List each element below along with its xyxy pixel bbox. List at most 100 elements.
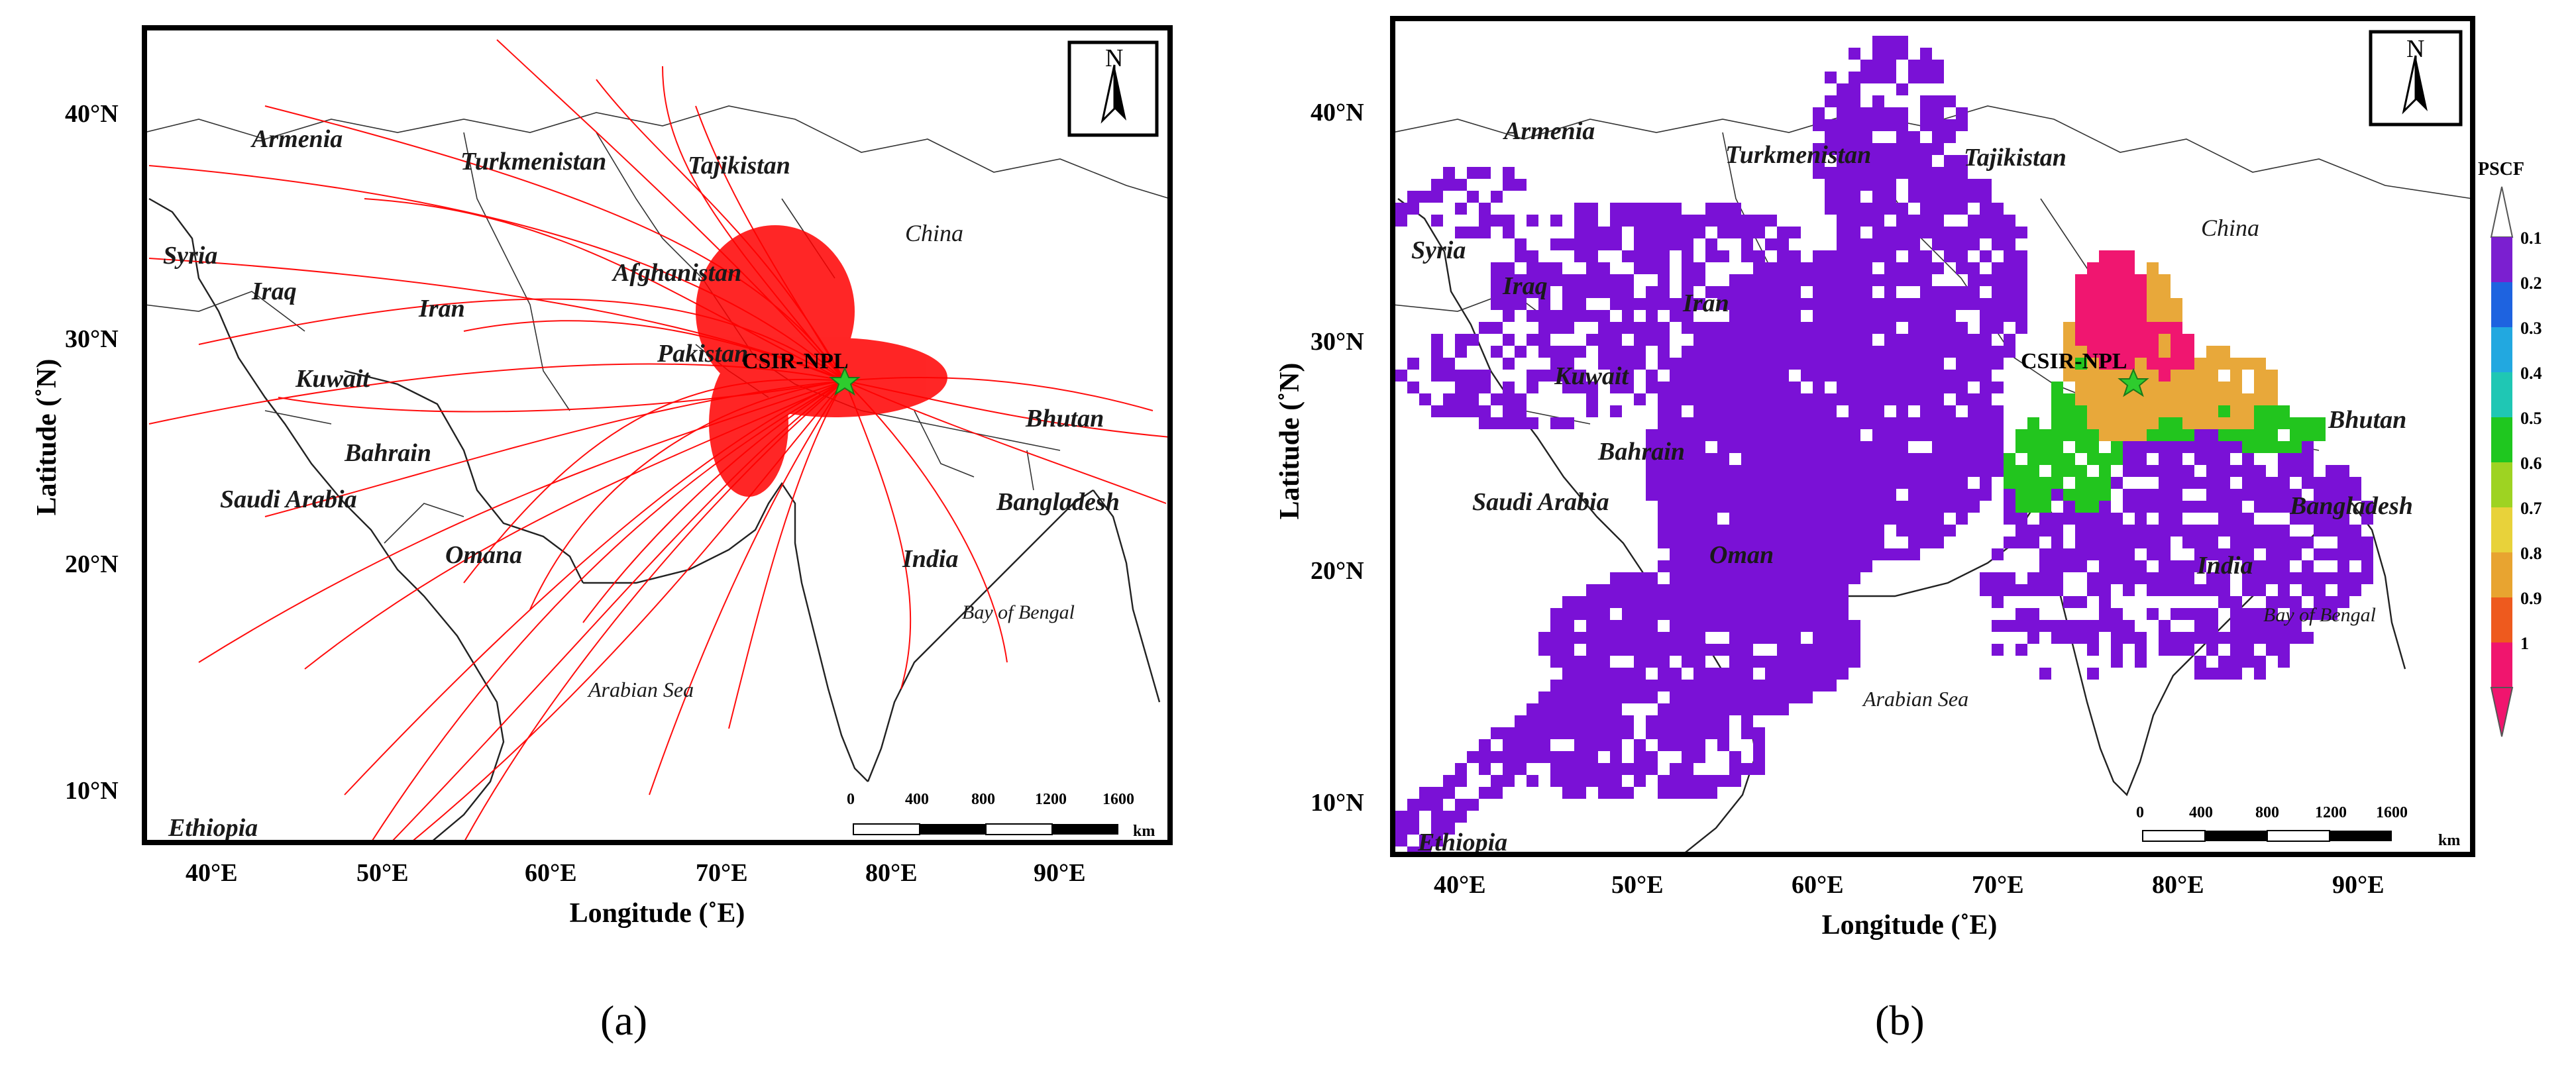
pscf-cell [1789,441,1801,453]
pscf-cell [1789,346,1801,358]
trajectory-line [463,380,845,843]
pscf-cell [1932,358,1944,370]
pscf-cell [2075,465,2087,477]
pscf-cell [1693,274,1705,286]
pscf-cell [1956,286,1968,298]
pscf-cell [1944,250,1956,262]
pscf-cell [1872,119,1884,131]
pscf-cell [1693,441,1705,453]
pscf-cell [1598,727,1610,739]
pscf-cell [1753,477,1765,489]
pscf-cell [1813,572,1825,584]
pscf-cell [2278,620,2290,632]
pscf-cell [1705,238,1717,250]
pscf-cell [1968,334,1980,346]
pscf-cell [2206,393,2218,405]
x-tick: 70°E [1972,871,2024,899]
pscf-cell [1312,882,1324,894]
pscf-cell [1837,584,1849,596]
pscf-cell [1538,691,1550,703]
pscf-cell [1395,203,1407,215]
pscf-cell [2194,620,2206,632]
pscf-cell [1658,608,1670,620]
pscf-cell [2337,501,2349,513]
pscf-cell [2147,274,2159,286]
pscf-cell [2194,668,2206,680]
pscf-cell [2242,572,2254,584]
pscf-cell [1622,596,1634,608]
label-india-b: India [2196,552,2253,580]
pscf-cell [1670,715,1682,727]
pscf-cell [2314,572,2326,584]
pscf-cell [1610,596,1622,608]
pscf-cell [2159,513,2171,525]
pscf-cell [1992,346,2004,358]
pscf-cell [1825,203,1837,215]
pscf-cell [2099,286,2111,298]
pscf-cell [1515,763,1527,775]
pscf-cell [1467,227,1479,238]
pscf-cell [2171,441,2182,453]
pscf-cell [1837,370,1849,382]
pscf-cell [2039,513,2051,525]
pscf-cell [1801,358,1813,370]
pscf-cell [1729,274,1741,286]
pscf-cell [1693,608,1705,620]
pscf-cell [1741,382,1753,393]
pscf-cell [1860,119,1872,131]
pscf-cell [1646,596,1658,608]
pscf-cell [1646,286,1658,298]
pscf-cell [1646,441,1658,453]
pscf-cell [1932,322,1944,334]
pscf-cell [1789,310,1801,322]
pscf-cell [1479,167,1491,179]
pscf-cell [2123,322,2135,334]
pscf-cell [1944,167,1956,179]
pscf-cell [2075,358,2087,370]
pscf-cell [1884,489,1896,501]
station-marker-a [829,366,861,396]
pscf-cell [1825,143,1837,155]
label-pakistan: Pakistan [657,340,748,368]
pscf-cell [2063,501,2075,513]
colorbar-swatch [2491,237,2512,282]
pscf-cell [1896,167,1908,179]
pscf-cell [1467,370,1479,382]
pscf-cell [1801,596,1813,608]
pscf-cell [1789,644,1801,656]
pscf-cell [1658,584,1670,596]
pscf-cell [2111,620,2123,632]
pscf-cell [1598,346,1610,358]
pscf-cell [1789,417,1801,429]
pscf-cell [1753,548,1765,560]
pscf-cell [2123,250,2135,262]
pscf-cell [1443,811,1455,823]
pscf-cell [1622,310,1634,322]
pscf-cell [2075,310,2087,322]
pscf-cell [1717,370,1729,382]
pscf-cell [1610,298,1622,310]
pscf-cell [1443,179,1455,191]
pscf-cell [1753,322,1765,334]
pscf-cell [1920,48,1932,60]
pscf-cell [1491,215,1503,227]
pscf-cell [2123,572,2135,584]
pscf-cell [1908,513,1920,525]
pscf-cell [1705,417,1717,429]
pscf-cell [1586,405,1598,417]
pscf-cell [2206,405,2218,417]
colorbar-label: 1 [2520,634,2529,653]
pscf-cell [2123,417,2135,429]
pscf-cell [1825,95,1837,107]
pscf-cell [2254,358,2266,370]
pscf-cell [2254,429,2266,441]
pscf-cell [2290,620,2302,632]
pscf-cell [1693,262,1705,274]
pscf-cell [1753,382,1765,393]
pscf-cell [1825,584,1837,596]
pscf-cell [1956,465,1968,477]
pscf-cell [1670,489,1682,501]
pscf-cell [2111,310,2123,322]
pscf-cell [2123,548,2135,560]
pscf-cell [2349,525,2361,537]
